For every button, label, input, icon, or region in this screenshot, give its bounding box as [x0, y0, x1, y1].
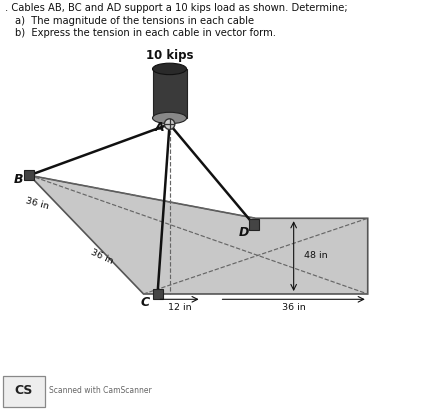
FancyBboxPatch shape [24, 170, 35, 180]
Text: Scanned with CamScanner: Scanned with CamScanner [49, 386, 152, 396]
Text: a)  The magnitude of the tensions in each cable: a) The magnitude of the tensions in each… [15, 16, 254, 26]
Polygon shape [30, 176, 368, 294]
Text: 12 in: 12 in [168, 303, 191, 312]
FancyBboxPatch shape [152, 289, 162, 299]
Ellipse shape [152, 112, 187, 124]
Circle shape [164, 119, 175, 129]
FancyBboxPatch shape [249, 219, 259, 229]
Text: B: B [14, 173, 23, 186]
Text: CS: CS [14, 384, 32, 398]
Text: C: C [141, 296, 150, 309]
Text: 10 kips: 10 kips [146, 49, 193, 62]
Ellipse shape [152, 63, 187, 75]
FancyBboxPatch shape [3, 376, 46, 407]
Text: 36 in: 36 in [89, 248, 114, 266]
Text: A: A [155, 121, 164, 134]
Text: . Cables AB, BC and AD support a 10 kips load as shown. Determine;: . Cables AB, BC and AD support a 10 kips… [5, 3, 348, 14]
Text: D: D [238, 226, 249, 239]
Text: 36 in: 36 in [282, 303, 306, 312]
Text: 36 in: 36 in [25, 197, 50, 211]
Text: b)  Express the tension in each cable in vector form.: b) Express the tension in each cable in … [15, 28, 276, 37]
Bar [152, 69, 187, 118]
Text: 48 in: 48 in [304, 251, 327, 260]
